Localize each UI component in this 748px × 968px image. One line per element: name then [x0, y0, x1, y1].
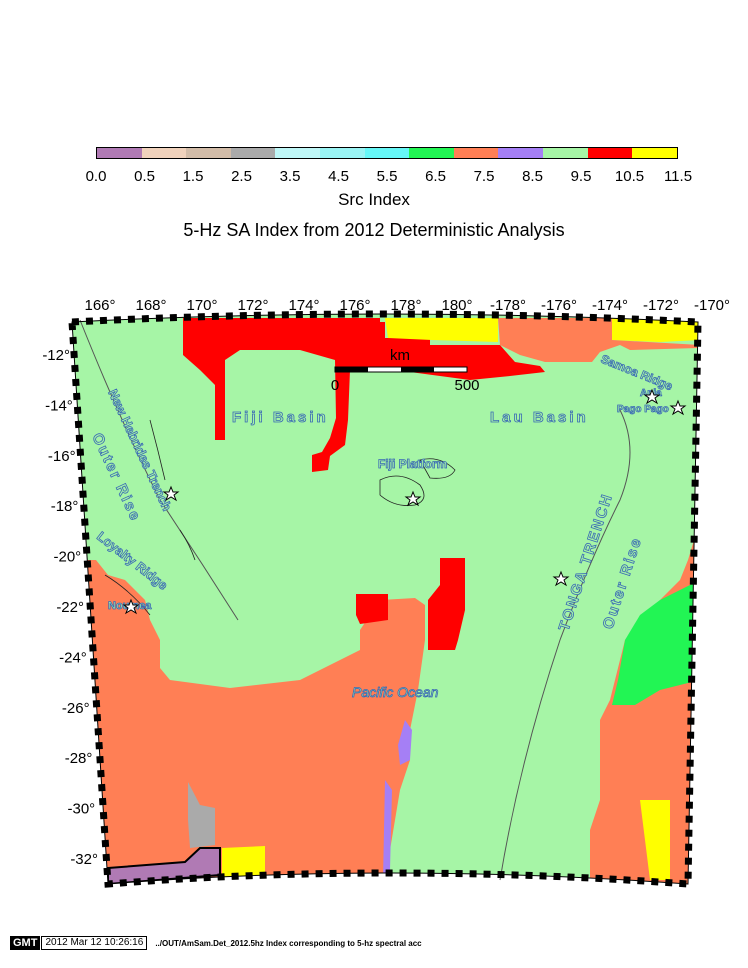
latitude-label: -16° [48, 448, 76, 465]
label-pago-pago: Pago Pago [617, 404, 669, 415]
colorbar-tick-label: 1.5 [182, 168, 204, 185]
latitude-label: -18° [51, 498, 79, 515]
longitude-label: -174° [592, 297, 628, 314]
longitude-label: -176° [541, 297, 577, 314]
longitude-label: 172° [237, 297, 268, 314]
colorbar-segment [409, 148, 454, 158]
colorbar-tick-label: 10.5 [614, 168, 645, 185]
colorbar-segment [320, 148, 365, 158]
colorbar-tick-label: 2.5 [231, 168, 252, 185]
colorbar-segment [632, 148, 677, 158]
region-red-north [183, 318, 545, 472]
trench-lines [79, 319, 631, 881]
colorbar-segment [275, 148, 321, 158]
longitude-label: -170° [694, 297, 730, 314]
colorbar-tick-label: 3.5 [279, 168, 301, 185]
latitude-label: -12° [42, 347, 70, 364]
colorbar-segment [364, 148, 410, 158]
latitude-label: -20° [54, 549, 82, 566]
longitude-labels: 166° 168° 170° 172° 174° 176° 178° 180° -178° -17… [84, 297, 730, 314]
longitude-label: 176° [339, 297, 370, 314]
colorbar-tick-label: 0.0 [85, 168, 107, 185]
colorbar-segment [498, 148, 544, 158]
coastlines [104, 419, 456, 616]
region-grey-southwest [188, 782, 215, 848]
colorbar-tick-label: 9.5 [570, 168, 592, 185]
colorbar-tick-label: 11.5 [663, 168, 693, 185]
region-purple-strip [383, 780, 392, 880]
region-red-center-a [356, 594, 388, 624]
colorbar-segment [587, 148, 633, 158]
star-icon [404, 490, 422, 507]
scale-end: 500 [454, 377, 479, 394]
colorbar-tick-label: 6.5 [425, 168, 446, 185]
longitude-label: 174° [288, 297, 319, 314]
latitude-label: -30° [68, 801, 96, 818]
label-fiji-basin: Fiji Basin [232, 409, 329, 426]
longitude-label: 168° [135, 297, 166, 314]
colorbar [96, 147, 678, 159]
footer-date: 2012 Mar 12 10:26:16 [41, 936, 148, 950]
star-icon [643, 388, 661, 405]
colorbar-tick-label: 7.5 [473, 168, 495, 185]
footer: GMT 2012 Mar 12 10:26:16 ../OUT/AmSam.De… [10, 936, 422, 950]
colorbar-title: Src Index [338, 190, 410, 209]
map-canvas: km 0 500 Fiji Basin Lau Basin Fiji Platf… [42, 297, 730, 888]
region-yellow-southwest [222, 846, 265, 880]
colorbar-tick-label: 5.5 [376, 168, 398, 185]
label-pacific-ocean: Pacific Ocean [352, 684, 439, 700]
label-lau-basin: Lau Basin [490, 409, 589, 426]
longitude-label: -178° [490, 297, 526, 314]
colorbar-segment [186, 148, 231, 158]
colorbar-segment [97, 148, 142, 158]
region-yellow-north [385, 318, 498, 342]
longitude-label: 178° [390, 297, 421, 314]
star-icon [122, 598, 140, 615]
region-orange-northeast [498, 318, 698, 362]
latitude-labels: -12° -14° -16° -18° -20° -22° -24° -26° -28° -30°… [42, 347, 98, 868]
region-green-east [612, 580, 698, 705]
scale-unit: km [390, 347, 410, 364]
colorbar-tick-label: 0.5 [134, 168, 155, 185]
longitude-label: 170° [186, 297, 217, 314]
colorbar-segment [230, 148, 276, 158]
label-fiji-platform: Fiji Platform [378, 457, 447, 471]
latitude-label: -24° [59, 649, 87, 666]
gmt-logo: GMT [10, 936, 41, 950]
latitude-label: -26° [62, 700, 90, 717]
latitude-label: -32° [70, 851, 98, 868]
region-purple-patch [398, 720, 412, 765]
distance-scale: km 0 500 [331, 347, 480, 394]
colorbar-segment [141, 148, 187, 158]
longitude-label: 180° [441, 297, 472, 314]
longitude-label: -172° [643, 297, 679, 314]
colorbar-tick-label: 8.5 [522, 168, 543, 185]
map-title: 5-Hz SA Index from 2012 Deterministic An… [183, 220, 565, 240]
latitude-label: -22° [56, 599, 84, 616]
latitude-label: -28° [65, 750, 93, 767]
star-icon [162, 485, 180, 502]
star-icon [552, 570, 570, 587]
colorbar-segment [543, 148, 588, 158]
star-icon [669, 399, 687, 416]
colorbar-segment [453, 148, 499, 158]
region-yellow-southeast [640, 800, 670, 880]
footer-command: ../OUT/AmSam.Det_2012.5hz Index correspo… [155, 938, 422, 948]
latitude-label: -14° [45, 397, 73, 414]
longitude-label: 166° [84, 297, 115, 314]
scale-start: 0 [331, 377, 339, 394]
colorbar-tick-label: 4.5 [328, 168, 349, 185]
region-red-center-b [428, 558, 465, 650]
